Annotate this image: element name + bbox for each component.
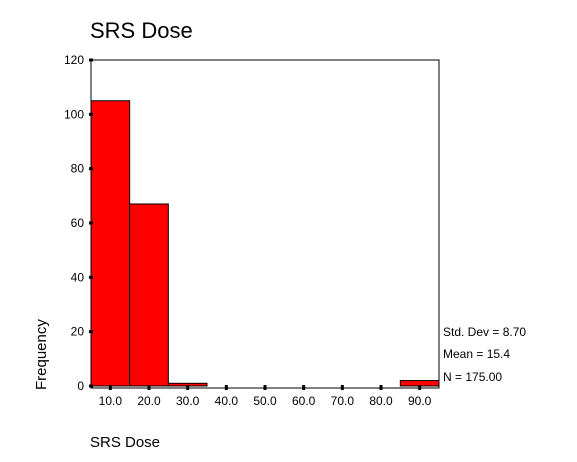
stat-std-dev: Std. Dev = 8.70 bbox=[443, 325, 526, 339]
stat-n: N = 175.00 bbox=[443, 370, 502, 384]
y-axis: 0 20 40 60 80 100 120 bbox=[64, 53, 93, 393]
x-tick-label: 70.0 bbox=[331, 394, 355, 408]
x-tick-label: 80.0 bbox=[369, 394, 393, 408]
stat-mean: Mean = 15.4 bbox=[443, 347, 510, 361]
y-tick-label: 80 bbox=[71, 162, 85, 176]
y-tick-label: 40 bbox=[71, 270, 85, 284]
x-tick-label: 60.0 bbox=[292, 394, 316, 408]
chart-title: SRS Dose bbox=[90, 18, 193, 43]
x-tick-label: 20.0 bbox=[137, 394, 161, 408]
bars-group bbox=[90, 100, 440, 387]
y-axis-title: Frequency bbox=[33, 319, 50, 390]
x-tick-label: 90.0 bbox=[408, 394, 432, 408]
histogram-bar bbox=[90, 100, 131, 387]
histogram-bar bbox=[129, 203, 169, 387]
x-tick-label: 30.0 bbox=[176, 394, 200, 408]
x-tick-label: 50.0 bbox=[253, 394, 277, 408]
y-tick-label: 0 bbox=[77, 379, 84, 393]
x-tick-label: 10.0 bbox=[99, 394, 123, 408]
x-axis-title: SRS Dose bbox=[90, 434, 160, 451]
y-tick-label: 100 bbox=[64, 107, 84, 121]
x-tick-label: 40.0 bbox=[215, 394, 239, 408]
x-axis: 10.0 20.0 30.0 40.0 50.0 60.0 70.0 80.0 90.0 bbox=[99, 385, 432, 408]
y-tick-label: 120 bbox=[64, 53, 84, 67]
y-tick-label: 20 bbox=[71, 325, 85, 339]
y-tick-label: 60 bbox=[71, 216, 85, 230]
